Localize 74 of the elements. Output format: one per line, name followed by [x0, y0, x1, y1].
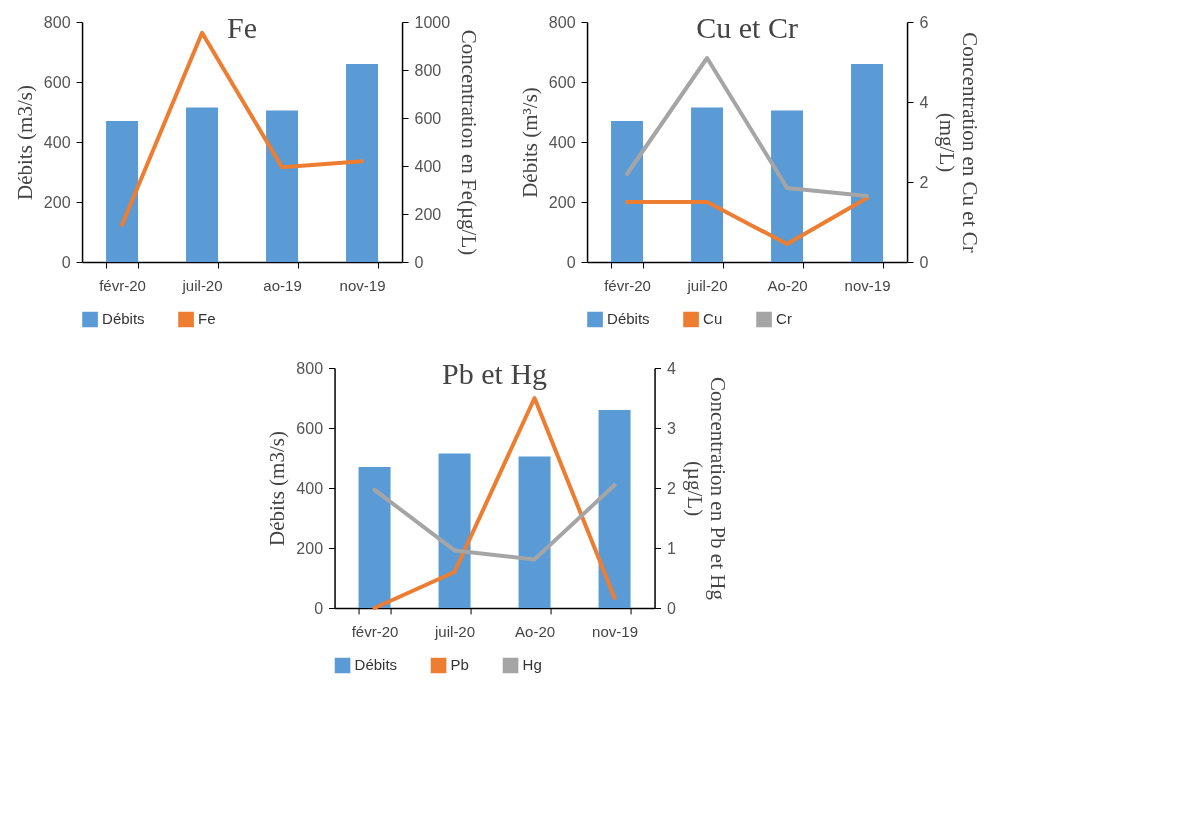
bar — [106, 121, 139, 262]
chart-title: Fe — [227, 11, 258, 44]
y2-axis-title: Concentration en Pb et Hg (µg/L) — [682, 377, 730, 601]
y-tick-label: 400 — [548, 133, 576, 151]
x-tick-label: juil-20 — [686, 276, 728, 294]
bar — [266, 110, 299, 262]
bar — [691, 107, 724, 262]
x-tick-label: nov-19 — [339, 276, 386, 294]
y-axis-title: Débits (m³/s) — [517, 87, 542, 198]
x-tick-label: Ao-20 — [767, 276, 808, 294]
y2-tick-label: 2 — [919, 173, 929, 191]
y-tick-label: 200 — [548, 193, 576, 211]
line-series — [372, 483, 617, 562]
y2-tick-label: 600 — [414, 109, 442, 127]
legend-label: Fe — [198, 310, 216, 328]
bar — [358, 467, 391, 608]
x-tick-label: févr-20 — [604, 276, 651, 294]
y2-axis-title: Concentration en Cu et Cr (mg/L) — [935, 32, 983, 253]
y2-tick-label: 0 — [919, 253, 929, 271]
x-tick-label: févr-20 — [99, 276, 146, 294]
x-tick-label: juil-20 — [181, 276, 223, 294]
bar — [346, 64, 379, 262]
y-tick-label: 0 — [566, 253, 576, 271]
y2-tick-label: 1 — [667, 539, 677, 557]
y-tick-label: 800 — [296, 359, 324, 377]
x-tick-label: ao-19 — [263, 276, 302, 294]
line-series — [372, 396, 617, 610]
y-tick-label: 200 — [43, 193, 71, 211]
y2-axis-title: Concentration en Fe(µg/L) — [457, 29, 482, 256]
legend-label: Débits — [607, 310, 650, 328]
legend-label: Hg — [522, 656, 542, 674]
y2-tick-label: 3 — [667, 419, 677, 437]
y-tick-label: 400 — [43, 133, 71, 151]
bar — [771, 110, 804, 262]
y-tick-label: 800 — [43, 13, 71, 31]
y-tick-label: 400 — [296, 479, 324, 497]
y-tick-label: 600 — [548, 73, 576, 91]
bar — [438, 453, 471, 608]
y2-tick-label: 4 — [667, 359, 677, 377]
bar — [611, 121, 644, 262]
x-tick-label: févr-20 — [351, 622, 399, 640]
y2-tick-label: 200 — [414, 205, 442, 223]
x-tick-label: Ao-20 — [515, 622, 556, 640]
chart-title: Pb et Hg — [442, 357, 548, 390]
x-tick-label: nov-19 — [844, 276, 891, 294]
y2-tick-label: 0 — [414, 253, 424, 271]
y-axis-title: Débits (m3/s) — [265, 431, 290, 546]
legend-label: Cu — [703, 310, 723, 328]
legend-label: Débits — [354, 656, 398, 674]
y-tick-label: 200 — [296, 539, 324, 557]
bar — [518, 456, 551, 608]
y-tick-label: 600 — [43, 73, 71, 91]
y-tick-label: 600 — [296, 419, 324, 437]
legend-label: Pb — [450, 656, 469, 674]
y2-tick-label: 6 — [919, 13, 929, 31]
y2-tick-label: 0 — [667, 599, 677, 617]
chart-title: Cu et Cr — [696, 11, 798, 44]
legend-label: Cr — [776, 310, 792, 328]
x-tick-label: nov-19 — [592, 622, 638, 640]
y2-tick-label: 4 — [919, 93, 929, 111]
bar — [598, 410, 631, 608]
y2-tick-label: 400 — [414, 157, 442, 175]
legend-label: Débits — [102, 310, 145, 328]
y-tick-label: 800 — [548, 13, 576, 31]
y2-tick-label: 800 — [414, 61, 442, 79]
bar — [851, 64, 884, 262]
y-tick-label: 0 — [314, 599, 324, 617]
y-axis-title: Débits (m3/s) — [12, 85, 37, 200]
x-tick-label: juil-20 — [434, 622, 476, 640]
y2-tick-label: 2 — [667, 479, 677, 497]
y-tick-label: 0 — [61, 253, 71, 271]
bar — [186, 107, 219, 262]
line-series — [625, 56, 870, 198]
y2-tick-label: 1000 — [414, 13, 451, 31]
